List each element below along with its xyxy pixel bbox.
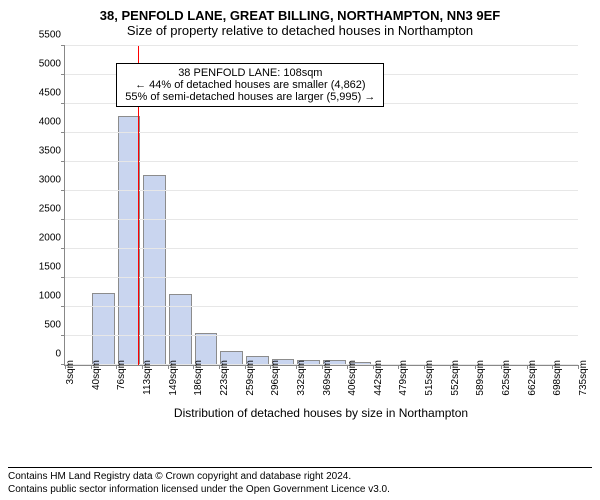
x-tick-label: 3sqm bbox=[65, 360, 76, 384]
x-tick-label: 442sqm bbox=[373, 360, 384, 396]
bar bbox=[169, 294, 192, 365]
x-tick-label: 76sqm bbox=[116, 360, 127, 390]
bar bbox=[118, 116, 141, 365]
chart-area: Number of detached properties 0500100015… bbox=[8, 42, 592, 422]
gridline bbox=[65, 219, 578, 220]
x-tick-label: 698sqm bbox=[552, 360, 563, 396]
gridline bbox=[65, 277, 578, 278]
annotation-line2: ← 44% of detached houses are smaller (4,… bbox=[125, 79, 375, 91]
y-tick-mark bbox=[61, 335, 65, 336]
y-tick-label: 2000 bbox=[25, 233, 61, 244]
x-tick-label: 625sqm bbox=[501, 360, 512, 396]
x-tick-label: 113sqm bbox=[142, 360, 153, 395]
x-tick-label: 186sqm bbox=[193, 360, 204, 396]
gridline bbox=[65, 132, 578, 133]
y-tick-label: 0 bbox=[25, 349, 61, 360]
x-tick-label: 149sqm bbox=[168, 360, 179, 396]
bar bbox=[92, 293, 115, 366]
footer: Contains HM Land Registry data © Crown c… bbox=[8, 465, 592, 496]
y-tick-mark bbox=[61, 248, 65, 249]
bar bbox=[143, 175, 166, 365]
y-tick-label: 1500 bbox=[25, 262, 61, 273]
x-tick-label: 332sqm bbox=[296, 360, 307, 396]
annotation-box: 38 PENFOLD LANE: 108sqm← 44% of detached… bbox=[116, 63, 384, 107]
y-tick-label: 5500 bbox=[25, 30, 61, 41]
x-tick-label: 259sqm bbox=[245, 360, 256, 396]
y-tick-label: 4000 bbox=[25, 117, 61, 128]
gridline bbox=[65, 248, 578, 249]
y-tick-mark bbox=[61, 161, 65, 162]
plot-area: 0500100015002000250030003500400045005000… bbox=[64, 46, 578, 366]
y-tick-mark bbox=[61, 219, 65, 220]
y-tick-mark bbox=[61, 103, 65, 104]
footer-line2: Contains public sector information licen… bbox=[8, 484, 592, 497]
y-tick-mark bbox=[61, 74, 65, 75]
y-tick-mark bbox=[61, 277, 65, 278]
x-tick-label: 735sqm bbox=[578, 360, 589, 396]
y-tick-label: 2500 bbox=[25, 204, 61, 215]
x-tick-label: 296sqm bbox=[270, 360, 281, 396]
x-tick-label: 515sqm bbox=[424, 360, 435, 396]
x-tick-label: 479sqm bbox=[398, 360, 409, 396]
gridline bbox=[65, 306, 578, 307]
x-tick-label: 662sqm bbox=[527, 360, 538, 396]
annotation-line3: 55% of semi-detached houses are larger (… bbox=[125, 91, 375, 103]
chart-container: 38, PENFOLD LANE, GREAT BILLING, NORTHAM… bbox=[0, 0, 600, 500]
gridline bbox=[65, 45, 578, 46]
annotation-line1: 38 PENFOLD LANE: 108sqm bbox=[125, 67, 375, 79]
x-tick-label: 552sqm bbox=[450, 360, 461, 396]
y-tick-label: 3000 bbox=[25, 175, 61, 186]
y-tick-label: 3500 bbox=[25, 146, 61, 157]
x-tick-label: 40sqm bbox=[91, 360, 102, 390]
footer-rule bbox=[8, 467, 592, 468]
x-tick-label: 369sqm bbox=[322, 360, 333, 396]
x-tick-label: 406sqm bbox=[347, 360, 358, 396]
y-tick-mark bbox=[61, 132, 65, 133]
y-tick-mark bbox=[61, 190, 65, 191]
y-tick-mark bbox=[61, 45, 65, 46]
chart-title-line1: 38, PENFOLD LANE, GREAT BILLING, NORTHAM… bbox=[8, 8, 592, 23]
chart-title-line2: Size of property relative to detached ho… bbox=[8, 23, 592, 38]
gridline bbox=[65, 161, 578, 162]
gridline bbox=[65, 190, 578, 191]
y-tick-label: 4500 bbox=[25, 88, 61, 99]
y-tick-label: 500 bbox=[25, 320, 61, 331]
y-tick-mark bbox=[61, 306, 65, 307]
x-tick-label: 223sqm bbox=[219, 360, 230, 396]
y-tick-label: 5000 bbox=[25, 59, 61, 70]
footer-line1: Contains HM Land Registry data © Crown c… bbox=[8, 471, 592, 484]
x-tick-label: 589sqm bbox=[475, 360, 486, 396]
gridline bbox=[65, 335, 578, 336]
y-tick-label: 1000 bbox=[25, 291, 61, 302]
x-axis-label: Distribution of detached houses by size … bbox=[64, 406, 578, 420]
